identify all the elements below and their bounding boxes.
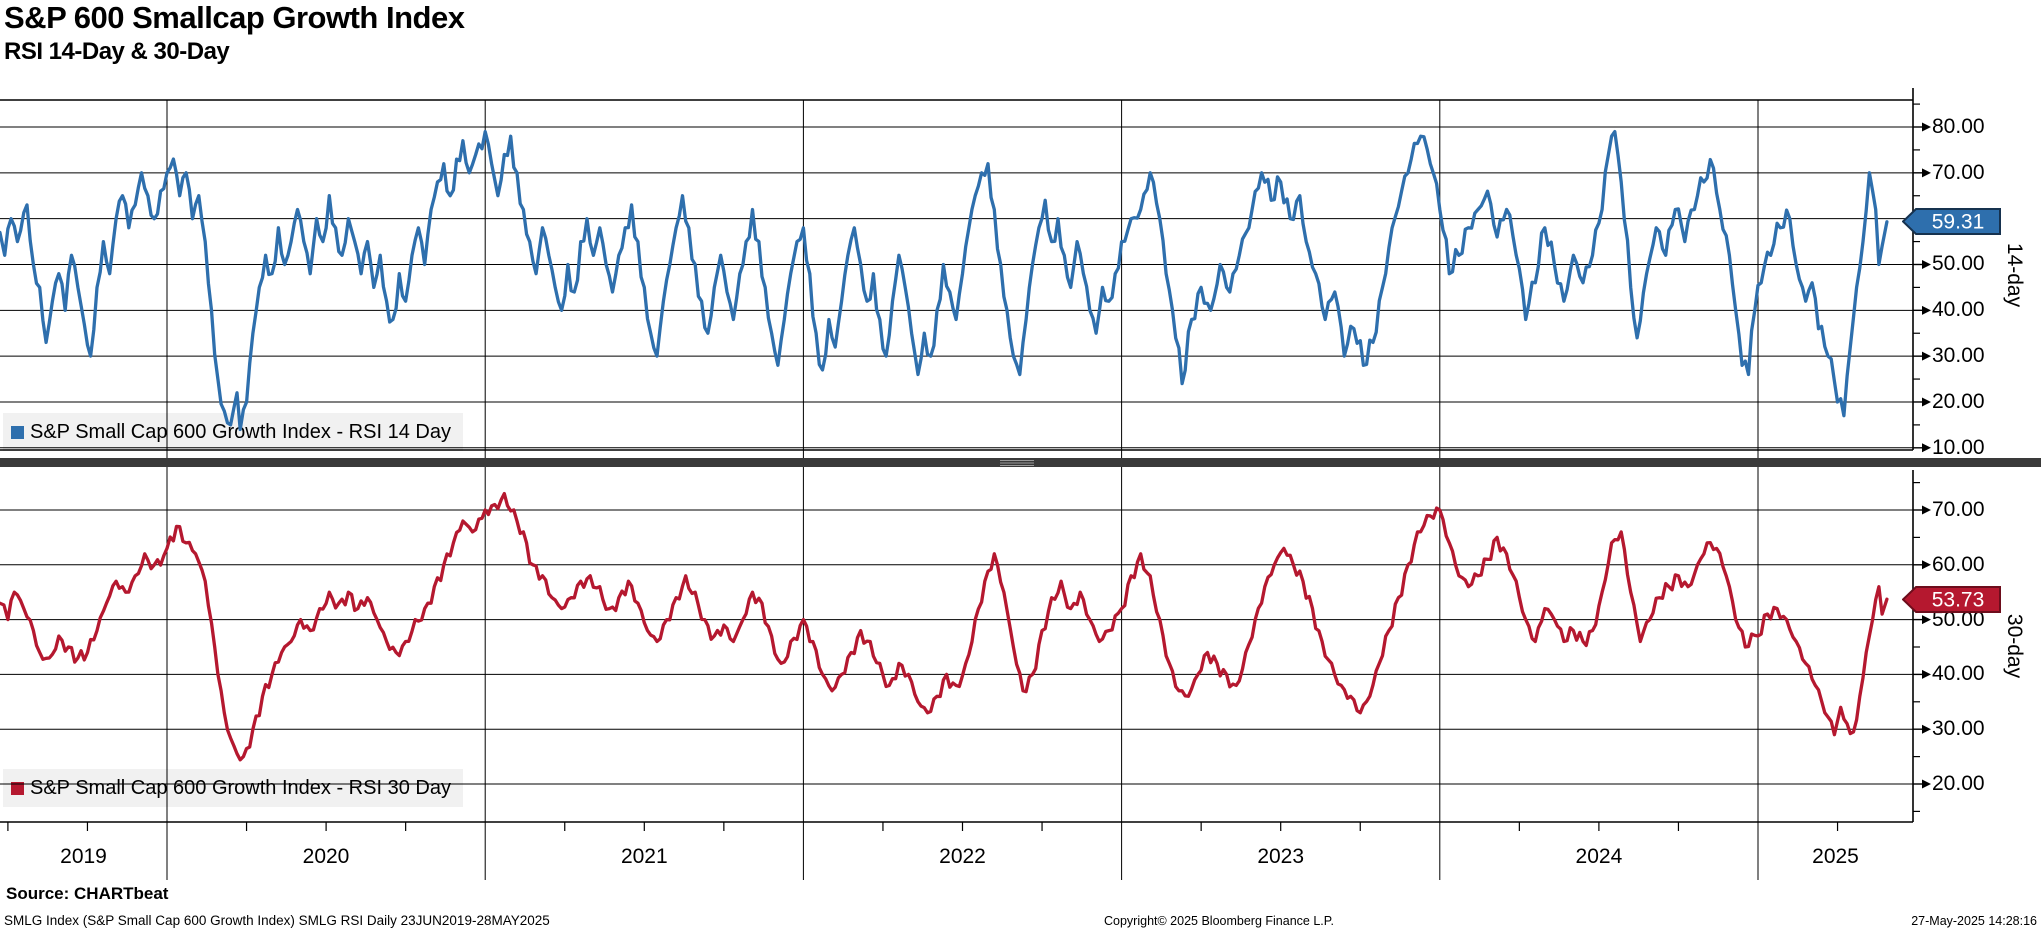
value-box-arrow-icon: 53.73	[1901, 585, 2001, 613]
tick-arrow-icon	[1922, 724, 1931, 734]
y-tick-label: 20.00	[1932, 772, 1985, 795]
tick-arrow-icon	[1922, 443, 1931, 453]
x-year-label: 2025	[1812, 845, 1859, 868]
tick-arrow-icon	[1922, 669, 1931, 679]
rsi-30-line	[0, 491, 1889, 762]
y-tick-label: 10.00	[1932, 435, 1985, 459]
y-tick-label: 80.00	[1932, 115, 1985, 138]
tick-arrow-icon	[1922, 305, 1931, 315]
page-title: S&P 600 Smallcap Growth Index	[4, 0, 465, 35]
x-year-label: 2023	[1257, 845, 1305, 868]
tick-arrow-icon	[1922, 259, 1931, 269]
svg-text:53.73: 53.73	[1932, 588, 1985, 611]
tick-arrow-icon	[1922, 351, 1931, 361]
legend-rsi-30[interactable]: S&P Small Cap 600 Growth Index - RSI 30 …	[3, 769, 463, 807]
panel-divider-grip-icon[interactable]	[1000, 459, 1034, 466]
legend-label-rsi-30: S&P Small Cap 600 Growth Index - RSI 30 …	[30, 776, 451, 799]
y-tick-label: 70.00	[1932, 498, 1985, 521]
tick-arrow-icon	[1922, 397, 1931, 407]
tick-arrow-icon	[1922, 779, 1931, 789]
legend-swatch-blue-icon	[11, 425, 24, 439]
x-year-label: 2021	[620, 845, 668, 868]
y-tick-label: 50.00	[1932, 252, 1985, 276]
y-tick-label: 30.00	[1932, 717, 1985, 741]
tick-arrow-icon	[1922, 122, 1931, 132]
timestamp: 27-May-2025 14:28:16	[1911, 914, 2037, 928]
tick-arrow-icon	[1922, 505, 1931, 515]
security-descriptor: SMLG Index (S&P Small Cap 600 Growth Ind…	[4, 913, 550, 928]
source-line: Source: CHARTbeat	[6, 884, 169, 903]
svg-text:59.31: 59.31	[1932, 211, 1985, 234]
legend-label-rsi-14: S&P Small Cap 600 Growth Index - RSI 14 …	[30, 420, 451, 443]
x-year-label: 2020	[302, 845, 350, 868]
rsi-14-line	[0, 129, 1889, 432]
x-year-label: 2019	[60, 845, 107, 868]
y-tick-label: 50.00	[1932, 607, 1985, 631]
x-year-label: 2024	[1575, 845, 1623, 868]
legend-swatch-red-icon	[11, 781, 24, 795]
y-tick-label: 40.00	[1932, 662, 1985, 686]
axis-label-14-day: 14-day	[2003, 242, 2026, 308]
y-tick-label: 70.00	[1932, 160, 1985, 184]
last-value-box-14-day: 59.31	[1901, 207, 2002, 241]
tick-arrow-icon	[1922, 615, 1931, 625]
y-tick-label: 60.00	[1932, 552, 1985, 576]
y-tick-label: 20.00	[1932, 389, 1985, 413]
axis-label-30-day: 30-day	[2003, 613, 2026, 679]
last-value-box-30-day: 53.73	[1901, 585, 2002, 619]
y-tick-label: 40.00	[1932, 298, 1985, 322]
legend-rsi-14[interactable]: S&P Small Cap 600 Growth Index - RSI 14 …	[3, 413, 463, 451]
tick-arrow-icon	[1922, 560, 1931, 570]
chart-subtitle: RSI 14-Day & 30-Day	[4, 38, 230, 65]
y-tick-label: 30.00	[1932, 344, 1985, 368]
tick-arrow-icon	[1922, 168, 1931, 178]
value-box-arrow-icon: 59.31	[1901, 208, 2001, 236]
x-year-label: 2022	[939, 845, 986, 868]
copyright-notice: Copyright© 2025 Bloomberg Finance L.P.	[1104, 914, 1334, 928]
